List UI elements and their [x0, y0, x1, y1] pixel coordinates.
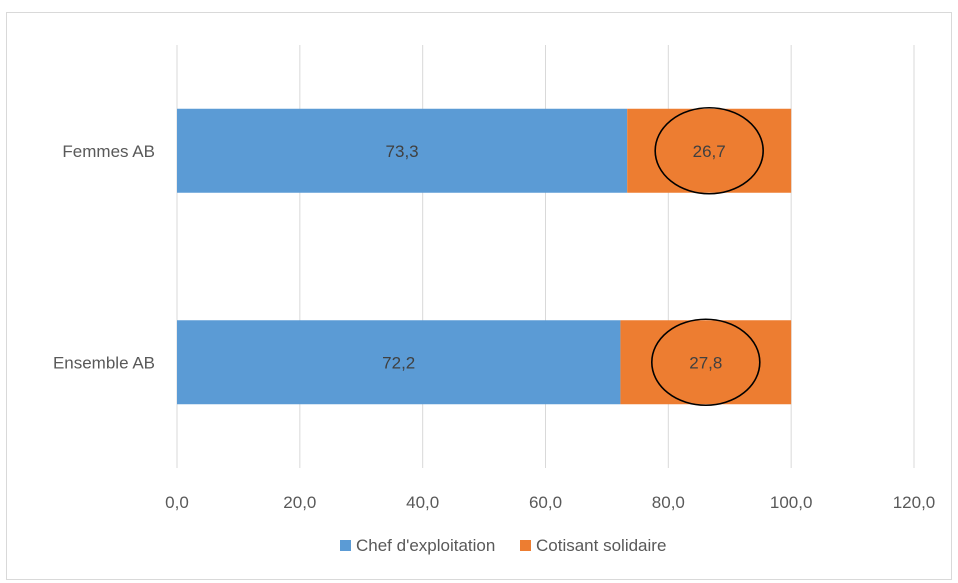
highlight-circle — [650, 318, 761, 407]
data-label: 73,3 — [386, 142, 419, 161]
legend-label: Cotisant solidaire — [536, 536, 666, 555]
legend: Chef d'exploitation Cotisant solidaire — [340, 536, 666, 555]
bar-segment — [620, 320, 792, 405]
chart-frame — [6, 12, 952, 580]
bars: 73,3 26,7 72,2 27,8 — [177, 106, 792, 407]
x-tick-label: 120,0 — [893, 493, 936, 512]
x-tick-label: 40,0 — [406, 493, 439, 512]
data-label: 72,2 — [382, 353, 415, 372]
data-label: 27,8 — [689, 353, 722, 372]
x-tick-label: 60,0 — [529, 493, 562, 512]
x-tick-label: 0,0 — [165, 493, 189, 512]
category-label: Ensemble AB — [53, 353, 155, 372]
data-label: 26,7 — [693, 142, 726, 161]
x-tick-label: 20,0 — [283, 493, 316, 512]
legend-label: Chef d'exploitation — [356, 536, 495, 555]
category-label: Femmes AB — [62, 142, 155, 161]
x-tick-label: 80,0 — [652, 493, 685, 512]
bar-segment — [177, 320, 621, 405]
gridlines — [176, 45, 915, 468]
legend-swatch — [520, 540, 531, 551]
x-axis-tick-labels: 0,0 20,0 40,0 60,0 80,0 100,0 120,0 — [165, 493, 935, 512]
highlight-circle — [654, 106, 764, 195]
legend-swatch — [340, 540, 351, 551]
y-axis-category-labels: Femmes AB Ensemble AB — [53, 142, 155, 373]
bar-segment — [177, 108, 628, 193]
x-tick-label: 100,0 — [770, 493, 813, 512]
